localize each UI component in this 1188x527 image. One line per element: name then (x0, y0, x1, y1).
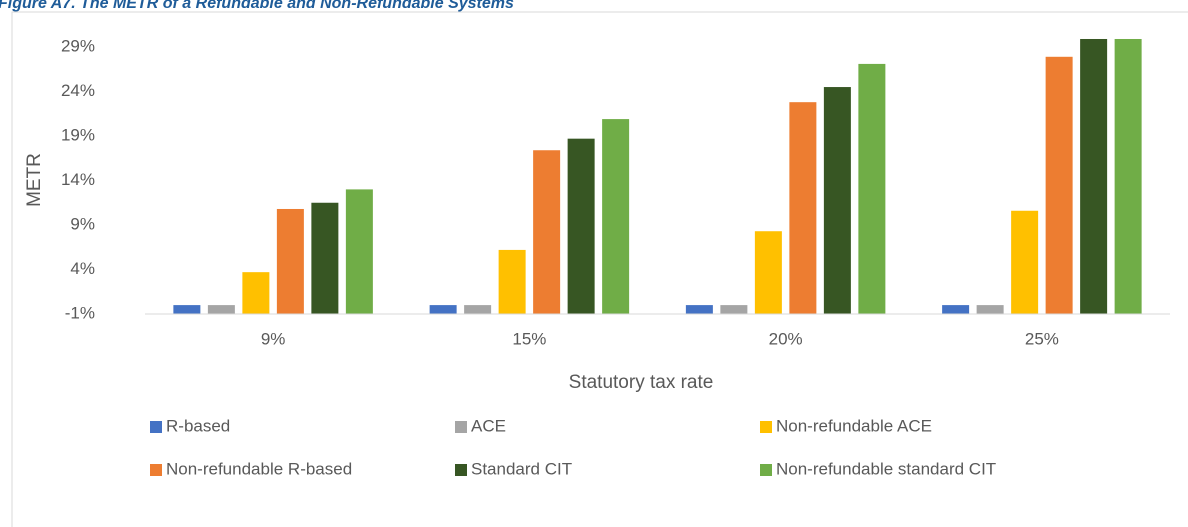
bar (173, 305, 201, 314)
legend-swatch (150, 464, 162, 476)
y-axis-title: METR (24, 153, 45, 207)
legend-label: R-based (166, 416, 230, 435)
bar (1045, 56, 1073, 314)
x-axis-title: Statutory tax rate (569, 372, 714, 393)
legend-swatch (150, 421, 162, 433)
legend-label: Non-refundable R-based (166, 459, 352, 478)
chart-title: Figure A7. The METR of a Refundable and … (0, 0, 514, 12)
bar (207, 305, 235, 314)
x-tick-label: 15% (512, 329, 546, 348)
legend-swatch (455, 464, 467, 476)
y-tick-label: 19% (61, 125, 95, 144)
y-tick-label: 4% (70, 259, 95, 278)
bar (823, 87, 851, 314)
y-tick-label: 24% (61, 81, 95, 100)
legend-label: Non-refundable standard CIT (776, 459, 996, 478)
bar (754, 231, 782, 314)
bar (276, 208, 304, 314)
bar (685, 305, 713, 314)
bar (533, 150, 561, 314)
bar (1080, 38, 1108, 315)
y-tick-label: 29% (61, 36, 95, 55)
bar (429, 305, 457, 314)
x-tick-label: 9% (261, 329, 286, 348)
y-tick-label: 14% (61, 170, 95, 189)
bar (1114, 38, 1142, 315)
legend-label: Non-refundable ACE (776, 416, 932, 435)
bar (567, 138, 595, 314)
y-tick-label: 9% (70, 214, 95, 233)
bar (498, 249, 526, 314)
bar (789, 102, 817, 315)
legend-label: ACE (471, 416, 506, 435)
chart-frame (11, 11, 1188, 527)
bar (720, 305, 748, 314)
legend-swatch (760, 421, 772, 433)
x-tick-label: 25% (1025, 329, 1059, 348)
bar (242, 272, 270, 314)
legend-swatch (455, 421, 467, 433)
bar (311, 202, 339, 314)
bar (976, 305, 1004, 314)
x-tick-label: 20% (769, 329, 803, 348)
bar (858, 63, 886, 314)
legend-label: Standard CIT (471, 459, 572, 478)
bar (1011, 210, 1039, 314)
bar (602, 119, 630, 314)
bar (942, 305, 970, 314)
bar (345, 189, 373, 314)
y-tick-label: -1% (65, 303, 95, 322)
bar (464, 305, 492, 314)
legend-swatch (760, 464, 772, 476)
